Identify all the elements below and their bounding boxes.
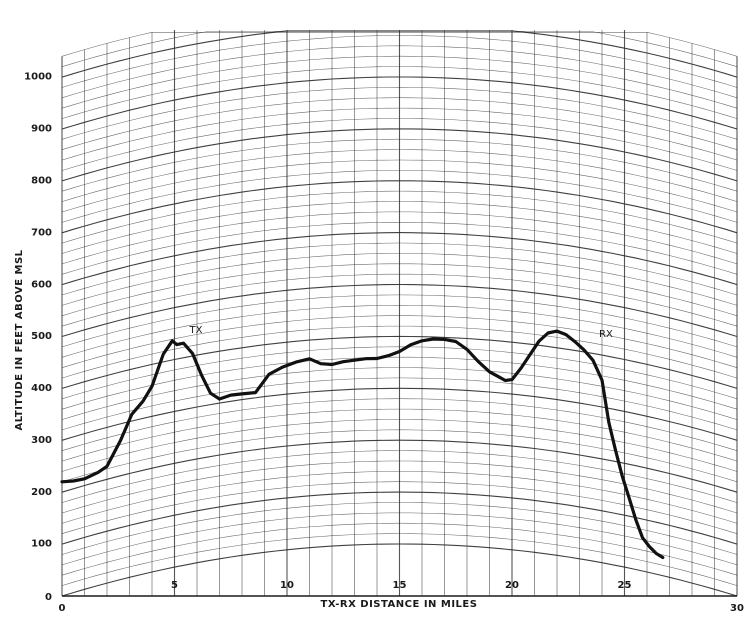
x-tick-label: 0 bbox=[59, 603, 66, 614]
y-tick-label: 1000 bbox=[24, 72, 52, 83]
x-axis-ticks: 0 5 10 15 20 25 30 bbox=[59, 580, 744, 614]
x-axis-label: TX-RX DISTANCE IN MILES bbox=[321, 599, 478, 610]
terrain-profile bbox=[60, 329, 665, 560]
y-tick-label: 300 bbox=[31, 435, 52, 446]
y-tick-label: 700 bbox=[31, 227, 52, 238]
y-tick-label: 900 bbox=[31, 124, 52, 135]
y-tick-label: 800 bbox=[31, 175, 52, 186]
y-tick-label: 400 bbox=[31, 383, 52, 394]
x-tick-label: 20 bbox=[505, 580, 519, 591]
y-tick-label: 100 bbox=[31, 539, 52, 550]
x-tick-label: 15 bbox=[393, 580, 407, 591]
y-axis-label: ALTITUDE IN FEET ABOVE MSL bbox=[14, 249, 25, 430]
x-tick-label: 30 bbox=[730, 603, 744, 614]
y-tick-label: 500 bbox=[31, 331, 52, 342]
y-tick-label: 0 bbox=[45, 592, 52, 603]
y-tick-label: 600 bbox=[31, 279, 52, 290]
x-tick-label: 10 bbox=[280, 580, 294, 591]
y-axis-ticks: 100 200 300 400 500 600 700 800 900 1000 0 bbox=[24, 72, 52, 603]
curved-grid bbox=[61, 30, 738, 597]
annotation-tx: TX bbox=[189, 325, 203, 336]
x-tick-label: 25 bbox=[618, 580, 632, 591]
y-tick-label: 200 bbox=[31, 487, 52, 498]
annotations: TX RX bbox=[189, 325, 613, 340]
x-tick-label: 5 bbox=[171, 580, 178, 591]
terrain-profile-line bbox=[60, 329, 665, 560]
annotation-rx: RX bbox=[599, 329, 613, 340]
